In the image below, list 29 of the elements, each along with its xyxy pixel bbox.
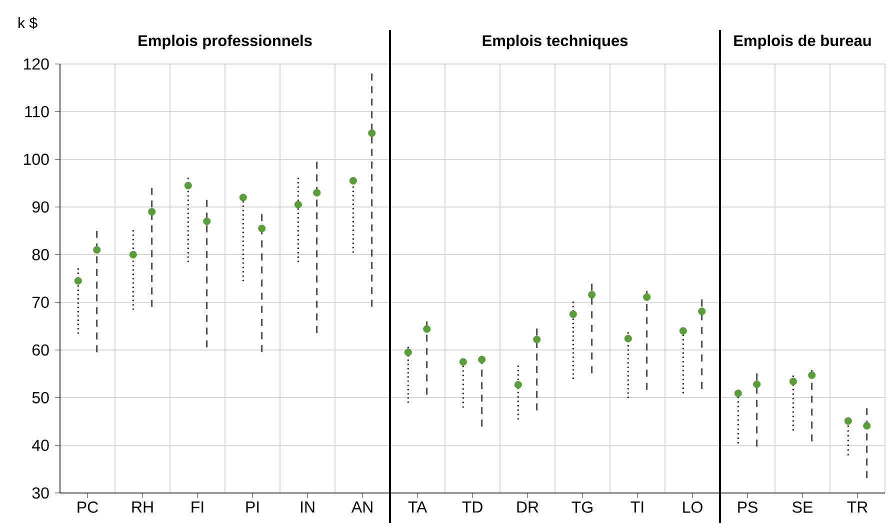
y-tick-label: 120 [24,58,49,70]
x-tick-label: IN [300,502,314,513]
x-tick-label: AN [351,502,372,513]
y-tick-label: 110 [25,106,49,118]
x-tick-label: PS [738,502,758,513]
text: Emplois techniques [482,34,628,50]
x-tick-label: TD [462,502,482,513]
y-tick-label: 60 [32,344,49,356]
y-tick-label: 100 [24,154,49,165]
y-tick-label: 40 [32,440,49,451]
y-tick-label: 90 [32,201,49,213]
x-tick-label: FI [192,502,204,513]
text: Emplois de bureau [734,34,871,50]
y-tick-label: 80 [32,249,49,260]
x-tick-label: PC [78,502,98,513]
y-axis-title: k $ [18,16,38,30]
x-tick-label: TR [847,502,868,513]
x-tick-label: DR [517,502,538,513]
x-tick-label: RH [132,502,153,513]
y-tick-label: 50 [32,392,49,404]
y-tick-label: 30 [32,487,49,499]
text: Emplois professionnels [138,34,312,50]
x-tick-label: TI [630,502,644,513]
x-tick-label: LO [683,502,702,513]
x-tick-label: PI [246,502,259,513]
y-tick-label: 70 [32,296,49,308]
x-tick-label: TA [408,502,428,513]
x-tick-label: SE [792,502,812,513]
x-tick-label: TG [572,502,592,513]
